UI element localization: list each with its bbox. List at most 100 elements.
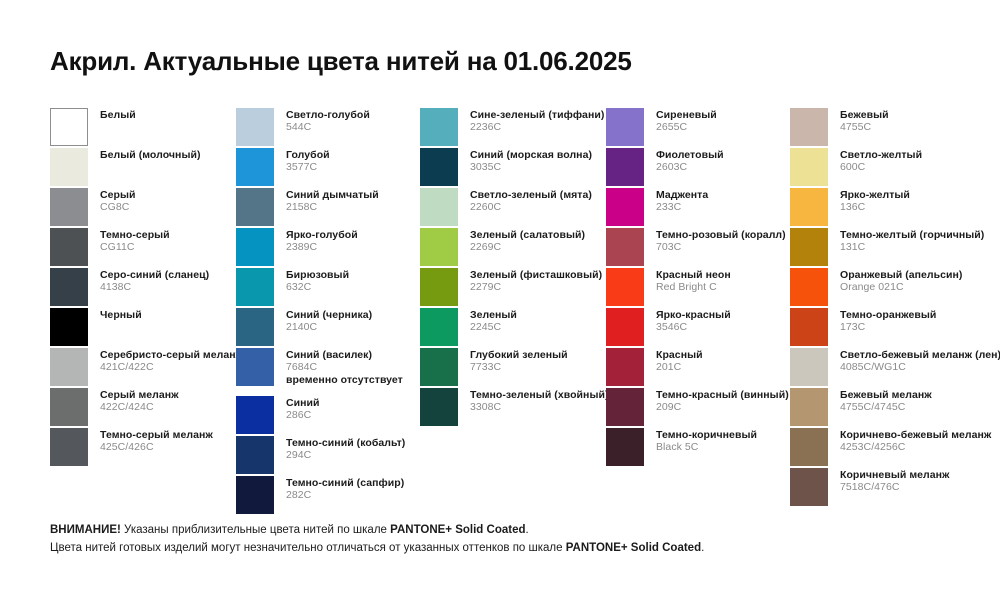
color-swatch[interactable] [790,268,828,306]
swatch-row[interactable]: Темно-розовый (коралл) 703C [606,228,790,268]
color-swatch[interactable] [790,228,828,266]
color-swatch[interactable] [420,268,458,306]
color-swatch[interactable] [420,108,458,146]
swatch-pantone-code: Black 5C [656,441,699,454]
color-swatch[interactable] [606,348,644,386]
swatch-row[interactable]: Коричнево-бежевый меланж 4253C/4256C [790,428,991,468]
color-swatch[interactable] [606,108,644,146]
color-swatch[interactable] [50,268,88,306]
color-swatch[interactable] [50,108,88,146]
swatch-row[interactable]: Сиреневый 2655C [606,108,790,148]
swatch-row[interactable]: Голубой 3577C [236,148,420,188]
color-swatch[interactable] [50,228,88,266]
color-swatch[interactable] [606,308,644,346]
swatch-row[interactable]: Темно-оранжевый 173C [790,308,980,348]
swatch-row[interactable]: Темно-серый меланж 425C/426C [50,428,236,468]
swatch-row[interactable]: Светло-голубой 544C [236,108,420,148]
swatch-row[interactable]: Светло-зеленый (мята) 2260C [420,188,606,228]
color-swatch[interactable] [236,108,274,146]
swatch-labels: Темно-серый CG11C [88,228,170,254]
swatch-row[interactable]: Белый [50,108,236,148]
color-swatch[interactable] [420,188,458,226]
color-swatch[interactable] [236,436,274,474]
swatch-row[interactable]: Темно-синий (сапфир) 282C [236,476,420,516]
color-swatch[interactable] [236,308,274,346]
color-swatch[interactable] [790,428,828,466]
color-swatch[interactable] [790,388,828,426]
color-swatch[interactable] [420,388,458,426]
swatch-row[interactable]: Синий (морская волна) 3035C [420,148,606,188]
swatch-row[interactable]: Серебристо-серый меланж 421C/422C [50,348,243,388]
color-swatch[interactable] [236,188,274,226]
swatch-row[interactable]: Темно-серый CG11C [50,228,236,268]
swatch-row[interactable]: Синий 286C [236,396,420,436]
swatch-row[interactable]: Темно-желтый (горчичный) 131C [790,228,984,268]
swatch-name: Оранжевый (апельсин) [840,269,963,281]
color-swatch[interactable] [606,388,644,426]
color-swatch[interactable] [606,268,644,306]
color-swatch[interactable] [420,148,458,186]
color-swatch[interactable] [606,188,644,226]
color-swatch[interactable] [50,388,88,426]
swatch-row[interactable]: Темно-красный (винный) 209C [606,388,790,428]
swatch-row[interactable]: Сине-зеленый (тиффани) 2236C [420,108,606,148]
color-swatch[interactable] [50,308,88,346]
swatch-pantone-code: 294C [286,449,312,462]
swatch-row[interactable]: Серо-синий (сланец) 4138C [50,268,236,308]
color-swatch[interactable] [790,308,828,346]
color-swatch[interactable] [606,228,644,266]
color-swatch[interactable] [50,188,88,226]
swatch-row[interactable]: Темно-зеленый (хвойный) 3308C [420,388,608,428]
color-swatch[interactable] [236,348,274,386]
color-swatch[interactable] [790,108,828,146]
color-swatch[interactable] [420,228,458,266]
color-swatch[interactable] [790,148,828,186]
swatch-pantone-code: 286C [286,409,312,422]
color-swatch[interactable] [790,188,828,226]
color-swatch[interactable] [420,308,458,346]
color-swatch[interactable] [236,396,274,434]
swatch-row[interactable]: Зеленый 2245C [420,308,606,348]
swatch-row[interactable]: Синий (черника) 2140C [236,308,420,348]
swatch-row[interactable]: Светло-желтый 600C [790,148,980,188]
swatch-row[interactable]: Красный 201C [606,348,790,388]
color-swatch[interactable] [606,428,644,466]
swatch-row[interactable]: Зеленый (фисташковый) 2279C [420,268,606,308]
swatch-row[interactable]: Серый меланж 422C/424C [50,388,236,428]
swatch-row[interactable]: Серый CG8C [50,188,236,228]
color-swatch[interactable] [50,428,88,466]
swatch-row[interactable]: Бежевый 4755C [790,108,980,148]
color-swatch[interactable] [236,268,274,306]
swatch-row[interactable]: Светло-бежевый меланж (лен) 4085C/WG1C [790,348,1000,388]
color-swatch[interactable] [606,148,644,186]
swatch-row[interactable]: Маджента 233C [606,188,790,228]
swatch-row[interactable]: Глубокий зеленый 7733C [420,348,606,388]
swatch-row[interactable]: Синий (василек) 7684C временно отсутствует [236,348,420,396]
color-swatch[interactable] [50,348,88,386]
swatch-row[interactable]: Темно-коричневый Black 5C [606,428,790,468]
swatch-row[interactable]: Красный неон Red Bright C [606,268,790,308]
color-swatch[interactable] [790,348,828,386]
swatch-row[interactable]: Ярко-желтый 136C [790,188,980,228]
color-swatch[interactable] [236,148,274,186]
swatch-row[interactable]: Оранжевый (апельсин) Orange 021C [790,268,980,308]
color-swatch[interactable] [420,348,458,386]
swatch-row[interactable]: Белый (молочный) [50,148,236,188]
swatch-row[interactable]: Бежевый меланж 4755C/4745C [790,388,980,428]
swatch-row[interactable]: Ярко-красный 3546C [606,308,790,348]
swatch-row[interactable]: Фиолетовый 2603C [606,148,790,188]
swatch-row[interactable]: Синий дымчатый 2158C [236,188,420,228]
swatch-name: Темно-оранжевый [840,309,937,321]
color-swatch[interactable] [236,228,274,266]
color-swatch[interactable] [236,476,274,514]
swatch-labels: Зеленый 2245C [458,308,517,334]
swatch-row[interactable]: Темно-синий (кобальт) 294C [236,436,420,476]
swatch-labels: Темно-коричневый Black 5C [644,428,757,454]
color-swatch[interactable] [50,148,88,186]
swatch-row[interactable]: Зеленый (салатовый) 2269C [420,228,606,268]
swatch-row[interactable]: Бирюзовый 632C [236,268,420,308]
swatch-row[interactable]: Ярко-голубой 2389C [236,228,420,268]
color-swatch[interactable] [790,468,828,506]
swatch-row[interactable]: Коричневый меланж 7518C/476C [790,468,980,508]
swatch-row[interactable]: Черный [50,308,236,348]
